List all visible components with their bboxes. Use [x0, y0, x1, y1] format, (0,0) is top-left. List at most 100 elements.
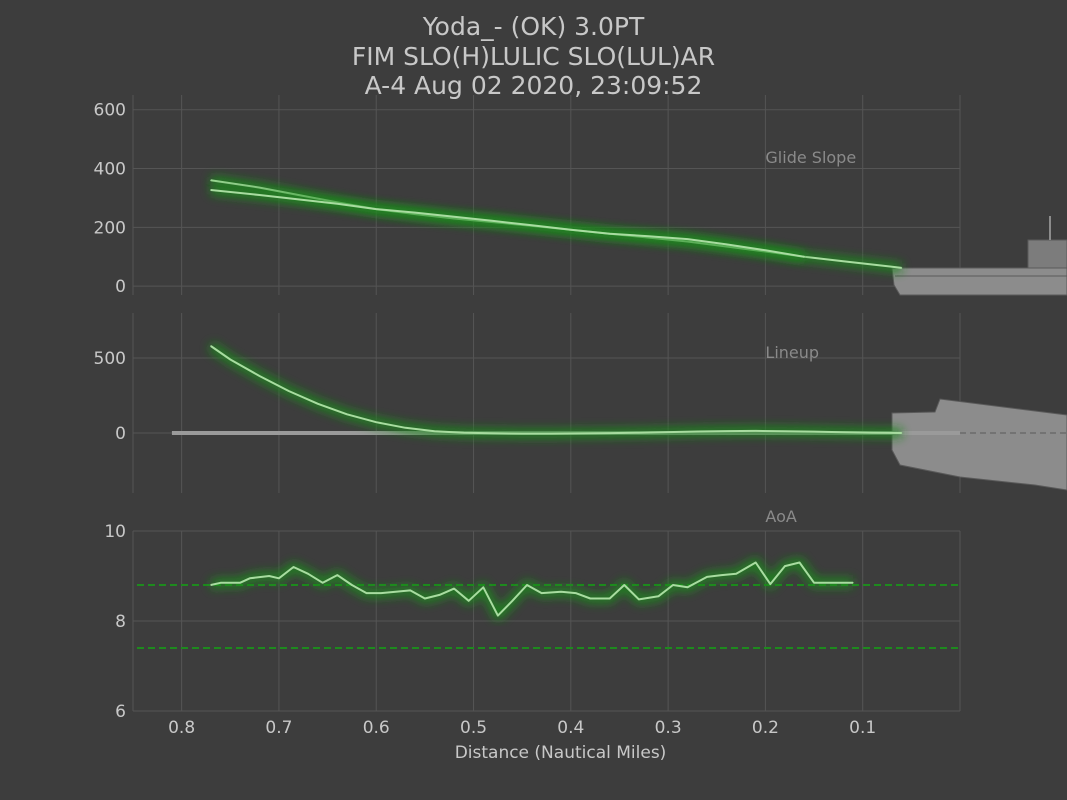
panel-lineup: 0 500 Lineup [94, 313, 1067, 493]
data-point [258, 375, 261, 377]
carrier-hull [891, 267, 1067, 296]
data-point [511, 600, 514, 602]
data-point [288, 390, 290, 392]
data-point [570, 229, 572, 231]
data-point [579, 432, 582, 435]
data-point [453, 216, 455, 218]
data-point [609, 597, 611, 600]
data-point [735, 573, 737, 575]
y-tick-label: 0 [115, 424, 126, 444]
data-point [497, 615, 499, 617]
x-tick-label: 0.5 [460, 718, 487, 738]
data-point [803, 256, 805, 258]
data-point [268, 575, 270, 577]
data-point [852, 582, 854, 584]
data-point [764, 249, 767, 251]
data-point [482, 586, 484, 588]
data-point [210, 179, 212, 181]
panel-label: AoA [765, 507, 796, 526]
data-point [438, 594, 441, 596]
data-point [210, 189, 212, 191]
y-tick-label: 400 [94, 160, 126, 180]
y-tick-label: 10 [104, 522, 126, 542]
data-point [784, 565, 786, 567]
data-point [638, 598, 640, 601]
data-point [463, 432, 465, 434]
data-point [609, 233, 611, 235]
panel-aoa: 6 8 10 AoA 0.8 0.7 0.6 0.5 0.4 0.3 0.2 0.1 Distance … [104, 507, 961, 763]
data-point [336, 203, 338, 205]
data-point [434, 430, 436, 432]
data-point [526, 584, 528, 586]
data-point [346, 413, 348, 415]
data-point [725, 430, 728, 432]
data-point [521, 433, 523, 435]
x-tick-label: 0.4 [557, 718, 584, 738]
data-point [375, 421, 377, 423]
data-point [623, 584, 625, 586]
data-point [672, 584, 674, 586]
data-point [351, 584, 353, 586]
data-point [648, 235, 650, 237]
title-line-2: FIM SLO(H)LULIC SLO(LUL)AR [351, 42, 716, 71]
data-point [531, 224, 533, 226]
x-axis-label: Distance (Nautical Miles) [455, 743, 667, 763]
data-point [336, 574, 338, 576]
title-line-3: A-4 Aug 02 2020, 23:09:52 [364, 71, 703, 100]
data-point [842, 260, 844, 262]
data-point [901, 267, 903, 269]
data-point [229, 358, 231, 361]
data-point [414, 212, 416, 214]
data-point [901, 432, 903, 434]
data-point [755, 561, 757, 564]
data-point [322, 582, 324, 584]
data-point [278, 577, 280, 579]
data-point [657, 595, 659, 597]
data-point [798, 561, 801, 564]
x-tick-label: 0.2 [752, 718, 779, 738]
data-point [667, 431, 669, 433]
data-point [219, 582, 222, 584]
data-point [813, 431, 815, 433]
data-point [725, 243, 728, 246]
data-point [696, 430, 698, 433]
data-point [706, 576, 708, 578]
data-point [492, 432, 494, 434]
x-tick-label: 0.1 [849, 718, 876, 738]
x-tick-label: 0.7 [265, 718, 292, 738]
data-point [832, 582, 835, 584]
x-tick-label: 0.8 [168, 718, 195, 738]
data-point [210, 345, 212, 347]
data-point [492, 220, 494, 222]
data-point [395, 591, 397, 593]
data-point [638, 432, 640, 434]
data-point [784, 430, 786, 432]
data-point [307, 573, 309, 575]
y-tick-label: 0 [115, 277, 126, 297]
carrier-side-icon [891, 216, 1067, 296]
data-point [842, 431, 844, 433]
series-glow [209, 558, 853, 621]
y-tick-label: 500 [94, 349, 126, 369]
data-point [686, 238, 689, 240]
data-point [589, 597, 591, 600]
data-point [404, 427, 407, 429]
data-point [258, 187, 261, 189]
x-tick-label: 0.3 [655, 718, 682, 738]
data-point [755, 430, 757, 432]
data-point [297, 198, 299, 201]
data-point [453, 588, 455, 590]
data-point [609, 432, 611, 434]
panel-glide-slope: 0 200 400 600 Glide Slope [94, 95, 1067, 297]
data-point [813, 582, 815, 584]
data-point [317, 403, 319, 405]
data-point [769, 583, 771, 585]
data-point [468, 600, 470, 602]
data-point [365, 592, 368, 594]
data-point [239, 582, 241, 584]
panel-label: Glide Slope [765, 148, 856, 167]
y-tick-label: 6 [115, 702, 126, 722]
carrier-top-icon [891, 398, 1067, 491]
data-point [575, 592, 577, 594]
carrier-island [1027, 239, 1067, 269]
